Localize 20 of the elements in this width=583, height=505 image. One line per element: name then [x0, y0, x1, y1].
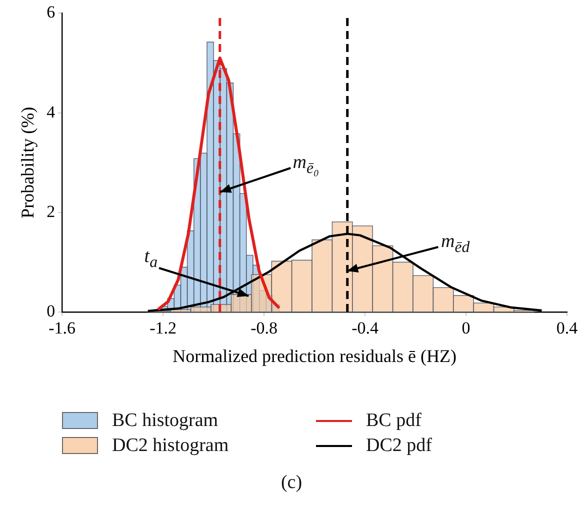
annotation: m$_{ē₀}$ [292, 152, 320, 178]
y-tick-label: 4 [46, 102, 56, 122]
annotation: m$_{ēd}$ [441, 231, 470, 256]
y-axis-title: Probability (%) [18, 106, 38, 218]
x-tick-label: -1.2 [150, 318, 177, 338]
text: (c) [280, 472, 304, 494]
legend-label: DC2 histogram [112, 434, 229, 456]
x-tick-label: 0 [462, 318, 470, 338]
x-tick-label: -0.4 [352, 318, 379, 338]
x-tick-label: 0.4 [556, 318, 578, 338]
annotation: t$_{a}$ [144, 246, 158, 271]
y-tick-label: 2 [46, 202, 56, 221]
x-tick-label: -0.8 [250, 318, 278, 338]
y-tick-label: 0 [46, 301, 56, 320]
y-tick-label: 6 [46, 2, 56, 22]
x-tick-label: -1.6 [48, 318, 76, 338]
legend-label: BC histogram [112, 410, 218, 432]
legend-label: BC pdf [366, 410, 422, 432]
x-axis-title: Normalized prediction residuals ē (HZ) [172, 346, 457, 366]
legend-label: DC2 pdf [366, 434, 432, 456]
